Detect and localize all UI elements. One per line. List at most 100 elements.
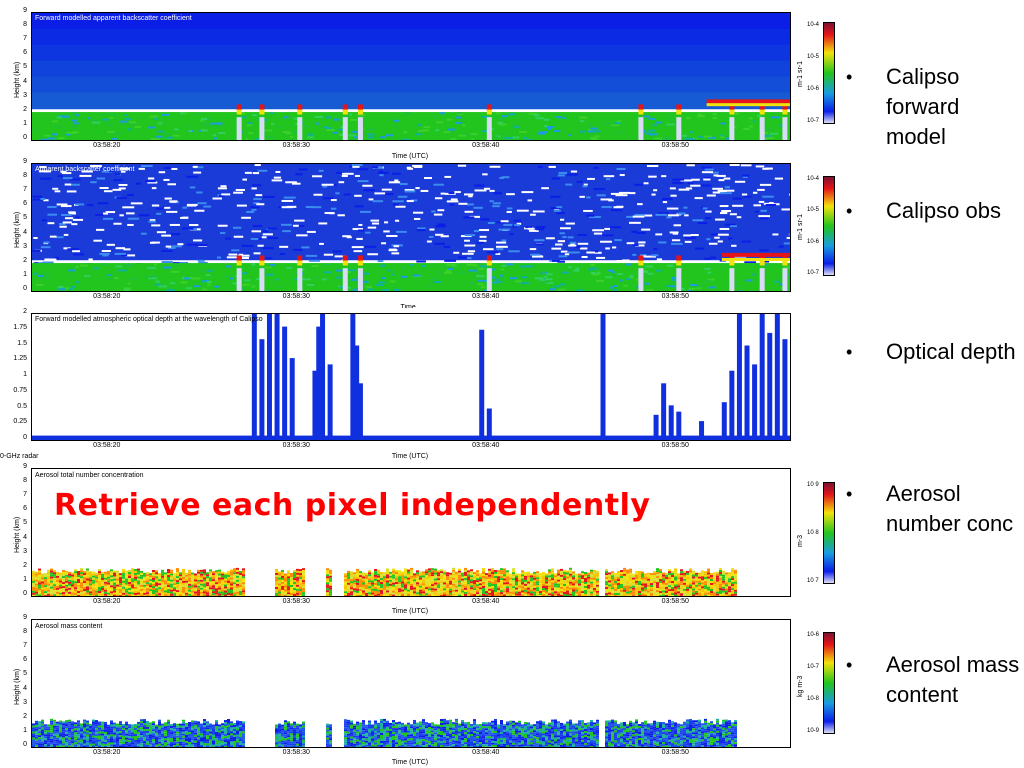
aerosol-pixel <box>101 575 104 578</box>
noise-pixel <box>67 248 79 251</box>
aerosol-pixel <box>392 594 395 596</box>
aerosol-pixel <box>386 568 389 571</box>
aerosol-pixel <box>74 587 77 590</box>
aerosol-pixel <box>710 590 713 593</box>
bl-pixel <box>363 286 372 289</box>
aerosol-pixel <box>41 731 44 734</box>
aerosol-pixel <box>206 580 209 583</box>
aerosol-pixel <box>137 568 140 571</box>
aerosol-pixel <box>440 581 443 584</box>
aerosol-pixel <box>389 585 392 588</box>
aerosol-pixel <box>299 581 302 584</box>
aerosol-pixel <box>608 574 611 577</box>
aerosol-pixel <box>104 581 107 584</box>
bl-pixel <box>107 112 115 115</box>
aerosol-pixel <box>596 588 599 591</box>
aerosol-pixel <box>281 577 284 580</box>
aerosol-pixel <box>371 574 374 577</box>
aerosol-pixel <box>98 585 101 588</box>
aerosol-pixel <box>407 573 410 576</box>
aerosol-pixel <box>158 741 161 744</box>
aerosol-pixel <box>500 588 503 591</box>
aerosol-pixel <box>209 737 212 740</box>
aerosol-pixel <box>572 593 575 596</box>
aerosol-pixel <box>215 570 218 573</box>
aerosol-pixel <box>419 581 422 584</box>
aerosol-pixel <box>230 587 233 590</box>
aerosol-pixel <box>554 589 557 592</box>
aerosol-pixel <box>47 734 50 737</box>
aerosol-pixel <box>119 731 122 734</box>
aerosol-pixel <box>605 571 608 574</box>
noise-pixel <box>637 203 643 206</box>
noise-pixel <box>254 164 261 167</box>
bl-pixel <box>743 128 750 131</box>
aerosol-pixel <box>71 723 74 726</box>
aerosol-pixel <box>59 728 62 731</box>
aerosol-pixel <box>434 590 437 593</box>
aerosol-pixel <box>374 594 377 596</box>
aerosol-pixel <box>722 582 725 585</box>
aerosol-pixel <box>473 586 476 589</box>
aerosol-pixel <box>707 572 710 575</box>
aerosol-pixel <box>287 586 290 589</box>
aerosol-pixel <box>500 578 503 581</box>
aerosol-pixel <box>233 594 236 596</box>
aerosol-pixel <box>647 586 650 589</box>
aerosol-pixel <box>521 574 524 577</box>
bl-pixel <box>421 265 426 268</box>
aerosol-pixel <box>497 584 500 587</box>
noise-pixel <box>704 257 711 260</box>
aerosol-pixel <box>701 594 704 596</box>
aerosol-pixel <box>35 744 38 747</box>
bl-pixel <box>72 131 79 134</box>
aerosol-pixel <box>38 731 41 734</box>
noise-pixel <box>192 239 203 242</box>
aerosol-pixel <box>197 723 200 726</box>
aerosol-pixel <box>170 585 173 588</box>
aerosol-pixel <box>329 583 332 586</box>
aerosol-pixel <box>281 573 284 576</box>
aerosol-pixel <box>230 591 233 594</box>
aerosol-pixel <box>287 572 290 575</box>
aerosol-pixel <box>98 569 101 572</box>
aerosol-pixel <box>83 595 86 596</box>
aerosol-pixel <box>563 592 566 595</box>
aerosol-pixel <box>137 721 140 724</box>
noise-pixel <box>437 209 445 212</box>
aerosol-pixel <box>329 587 332 590</box>
aerosol-pixel <box>137 731 140 734</box>
aerosol-pixel <box>77 577 80 580</box>
aerosol-pixel <box>98 733 101 736</box>
aerosol-pixel <box>503 576 506 579</box>
aerosol-pixel <box>230 571 233 574</box>
aerosol-pixel <box>44 742 47 745</box>
aerosol-pixel <box>65 570 68 573</box>
aerosol-pixel <box>221 585 224 588</box>
noise-pixel <box>163 166 171 169</box>
aerosol-pixel <box>371 590 374 593</box>
aerosol-pixel <box>416 584 419 587</box>
noise-pixel <box>704 217 712 220</box>
noise-pixel <box>90 164 102 167</box>
noise-pixel <box>151 241 160 244</box>
aerosol-pixel <box>545 587 548 590</box>
aerosol-pixel <box>488 576 491 579</box>
aerosol-pixel <box>377 587 380 590</box>
heatmap-svg <box>32 164 790 291</box>
noise-pixel <box>559 232 566 235</box>
bl-pixel <box>376 284 384 287</box>
aerosol-pixel <box>563 584 566 587</box>
aerosol-pixel <box>389 593 392 596</box>
aerosol-pixel <box>95 720 98 723</box>
aerosol-pixel <box>461 594 464 596</box>
aerosol-pixel <box>197 589 200 592</box>
noise-pixel <box>443 245 451 248</box>
noise-pixel <box>680 179 693 182</box>
aerosol-pixel <box>347 594 350 596</box>
noise-pixel <box>558 255 568 258</box>
bl-pixel <box>57 137 65 140</box>
aerosol-pixel <box>464 591 467 594</box>
bl-pixel <box>778 124 785 127</box>
aerosol-pixel <box>191 588 194 591</box>
